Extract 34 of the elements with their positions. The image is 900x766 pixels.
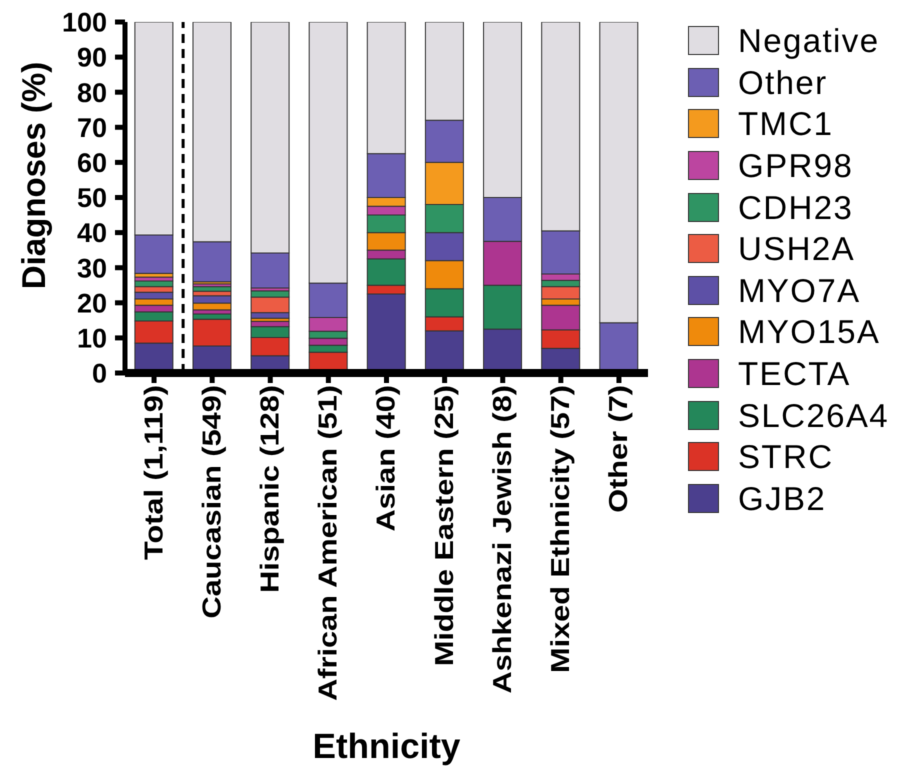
- x-tick-label: Other (7): [604, 385, 634, 513]
- legend-label: GPR98: [738, 147, 854, 184]
- y-tick-label: 90: [76, 42, 107, 73]
- x-tick-label: African American (51): [314, 385, 344, 701]
- legend-label: TMC1: [738, 105, 834, 142]
- y-tick-label: 10: [76, 323, 107, 354]
- legend-label: SLC26A4: [738, 396, 890, 434]
- x-tick-label: Caucasian (549): [198, 385, 227, 619]
- legend-label: Other: [738, 64, 828, 101]
- legend-label: CDH23: [738, 188, 854, 226]
- legend-label: USH2A: [738, 230, 856, 268]
- y-tick-label: 100: [62, 8, 107, 38]
- x-tick-label: Total (1,119): [139, 385, 169, 560]
- legend-label: STRC: [738, 438, 834, 476]
- x-tick-label: Middle Eastern (25): [430, 385, 460, 666]
- y-tick-label: 40: [76, 218, 107, 248]
- y-tick-label: 70: [76, 112, 107, 143]
- y-tick-label: 0: [92, 358, 107, 389]
- x-tick-label: Asian (40): [372, 385, 402, 532]
- x-axis-title: Ethnicity: [312, 727, 461, 766]
- legend-label: TECTA: [738, 355, 851, 392]
- x-tick-label: Ashkenazi Jewish (8): [488, 385, 518, 694]
- legend-label: MYO15A: [738, 313, 880, 350]
- y-tick-label: 20: [76, 288, 107, 318]
- x-tick-label: Hispanic (128): [256, 385, 285, 593]
- legend-label: Negative: [738, 22, 880, 60]
- y-tick-label: 60: [76, 148, 107, 178]
- y-tick-label: 30: [76, 253, 107, 284]
- y-axis-title: Diagnoses (%): [14, 62, 52, 290]
- y-tick-label: 80: [76, 78, 107, 108]
- y-tick-label: 50: [76, 183, 107, 214]
- x-tick-label: Mixed Ethnicity (57): [546, 385, 576, 673]
- legend-label: MYO7A: [738, 272, 861, 309]
- legend-label: GJB2: [738, 480, 826, 517]
